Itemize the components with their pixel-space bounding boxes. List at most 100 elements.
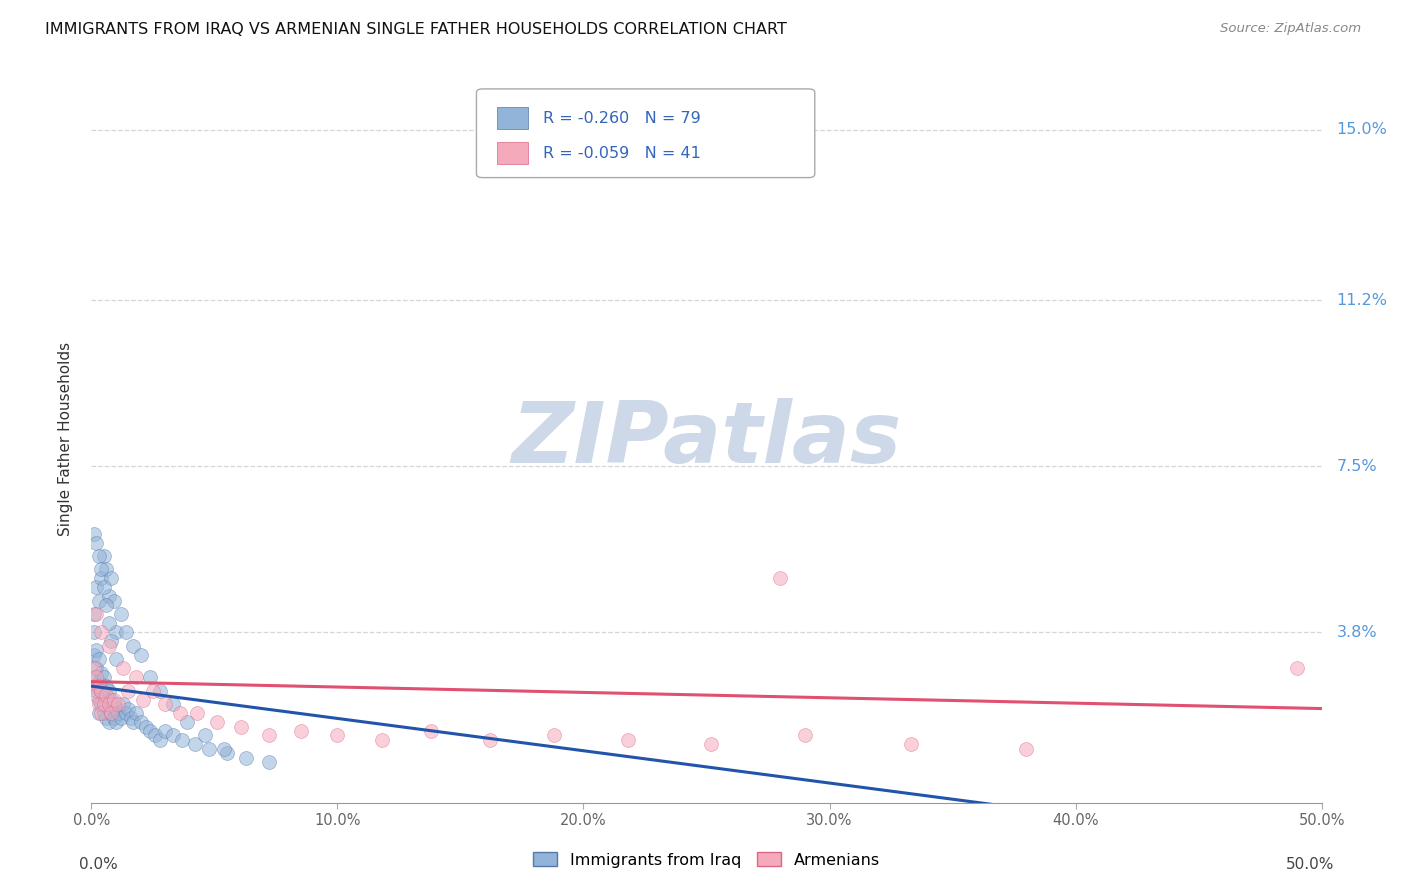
Point bbox=[96, 599, 117, 613]
Point bbox=[90, 683, 112, 698]
Point bbox=[145, 729, 166, 743]
Point bbox=[1285, 661, 1308, 675]
Text: 3.8%: 3.8% bbox=[1336, 624, 1376, 640]
Point bbox=[176, 714, 198, 729]
Point bbox=[370, 733, 392, 747]
Point bbox=[326, 729, 349, 743]
Point bbox=[97, 701, 120, 715]
Point bbox=[86, 607, 108, 622]
Point bbox=[193, 729, 217, 743]
Point bbox=[543, 729, 565, 743]
Point bbox=[1015, 742, 1038, 756]
Point bbox=[87, 674, 110, 689]
Point bbox=[172, 733, 194, 747]
Point bbox=[103, 594, 125, 608]
Point bbox=[110, 710, 132, 724]
Point bbox=[93, 697, 115, 711]
Text: IMMIGRANTS FROM IRAQ VS ARMENIAN SINGLE FATHER HOUSEHOLDS CORRELATION CHART: IMMIGRANTS FROM IRAQ VS ARMENIAN SINGLE … bbox=[45, 22, 787, 37]
Text: ZIPatlas: ZIPatlas bbox=[512, 398, 901, 481]
Point bbox=[90, 625, 112, 640]
Point bbox=[87, 594, 110, 608]
Point bbox=[162, 697, 184, 711]
Point bbox=[117, 701, 139, 715]
Point bbox=[114, 625, 138, 640]
Point bbox=[86, 643, 108, 657]
Point bbox=[90, 571, 112, 585]
Point bbox=[257, 729, 280, 743]
Point bbox=[419, 724, 441, 739]
Point bbox=[87, 679, 110, 693]
Text: 0.0%: 0.0% bbox=[79, 857, 118, 872]
Point bbox=[110, 607, 132, 622]
Point bbox=[114, 706, 138, 720]
Point bbox=[139, 724, 162, 739]
Point bbox=[97, 683, 120, 698]
Point bbox=[290, 724, 312, 739]
Point bbox=[87, 652, 110, 666]
Point bbox=[153, 697, 177, 711]
Point bbox=[90, 706, 112, 720]
Point bbox=[900, 738, 922, 752]
Point bbox=[205, 714, 228, 729]
Point bbox=[100, 634, 122, 648]
Point bbox=[105, 652, 127, 666]
Bar bbox=[498, 143, 529, 164]
Point bbox=[103, 710, 125, 724]
Point bbox=[105, 701, 127, 715]
Point bbox=[96, 710, 117, 724]
Point bbox=[86, 688, 108, 702]
Text: R = -0.059   N = 41: R = -0.059 N = 41 bbox=[543, 145, 700, 161]
Point bbox=[83, 679, 105, 693]
Point bbox=[86, 679, 108, 693]
Point bbox=[86, 535, 108, 549]
Point bbox=[83, 625, 105, 640]
Point bbox=[100, 706, 122, 720]
Point bbox=[186, 706, 208, 720]
Point bbox=[100, 571, 122, 585]
Point bbox=[93, 688, 115, 702]
Point bbox=[120, 710, 142, 724]
Point bbox=[231, 719, 253, 733]
Point bbox=[87, 692, 110, 706]
Point bbox=[86, 670, 108, 684]
Point bbox=[153, 724, 177, 739]
Point bbox=[257, 756, 280, 770]
Point bbox=[97, 697, 120, 711]
Point bbox=[793, 729, 815, 743]
Point bbox=[90, 683, 112, 698]
Point bbox=[96, 562, 117, 576]
Point bbox=[112, 661, 135, 675]
Point bbox=[215, 747, 238, 761]
Point bbox=[87, 549, 110, 563]
Point bbox=[83, 648, 105, 662]
Point bbox=[124, 670, 146, 684]
Point bbox=[105, 625, 127, 640]
Point bbox=[139, 670, 162, 684]
Point bbox=[86, 683, 108, 698]
Point bbox=[117, 683, 139, 698]
Point bbox=[105, 714, 127, 729]
Text: 50.0%: 50.0% bbox=[1285, 857, 1334, 872]
Point bbox=[769, 571, 792, 585]
Point bbox=[149, 683, 172, 698]
Point bbox=[198, 742, 221, 756]
Point bbox=[162, 729, 184, 743]
Point bbox=[112, 697, 135, 711]
Point bbox=[129, 648, 152, 662]
Point bbox=[97, 639, 120, 653]
FancyBboxPatch shape bbox=[477, 89, 815, 178]
Point bbox=[124, 706, 146, 720]
Point bbox=[93, 581, 115, 595]
Text: 7.5%: 7.5% bbox=[1336, 458, 1376, 474]
Point bbox=[97, 590, 120, 604]
Point bbox=[235, 751, 257, 765]
Point bbox=[83, 670, 105, 684]
Point bbox=[107, 697, 129, 711]
Point bbox=[169, 706, 191, 720]
Point bbox=[103, 697, 125, 711]
Point bbox=[97, 616, 120, 631]
Point bbox=[122, 714, 145, 729]
Point bbox=[97, 714, 120, 729]
Point bbox=[86, 661, 108, 675]
Point bbox=[135, 719, 156, 733]
